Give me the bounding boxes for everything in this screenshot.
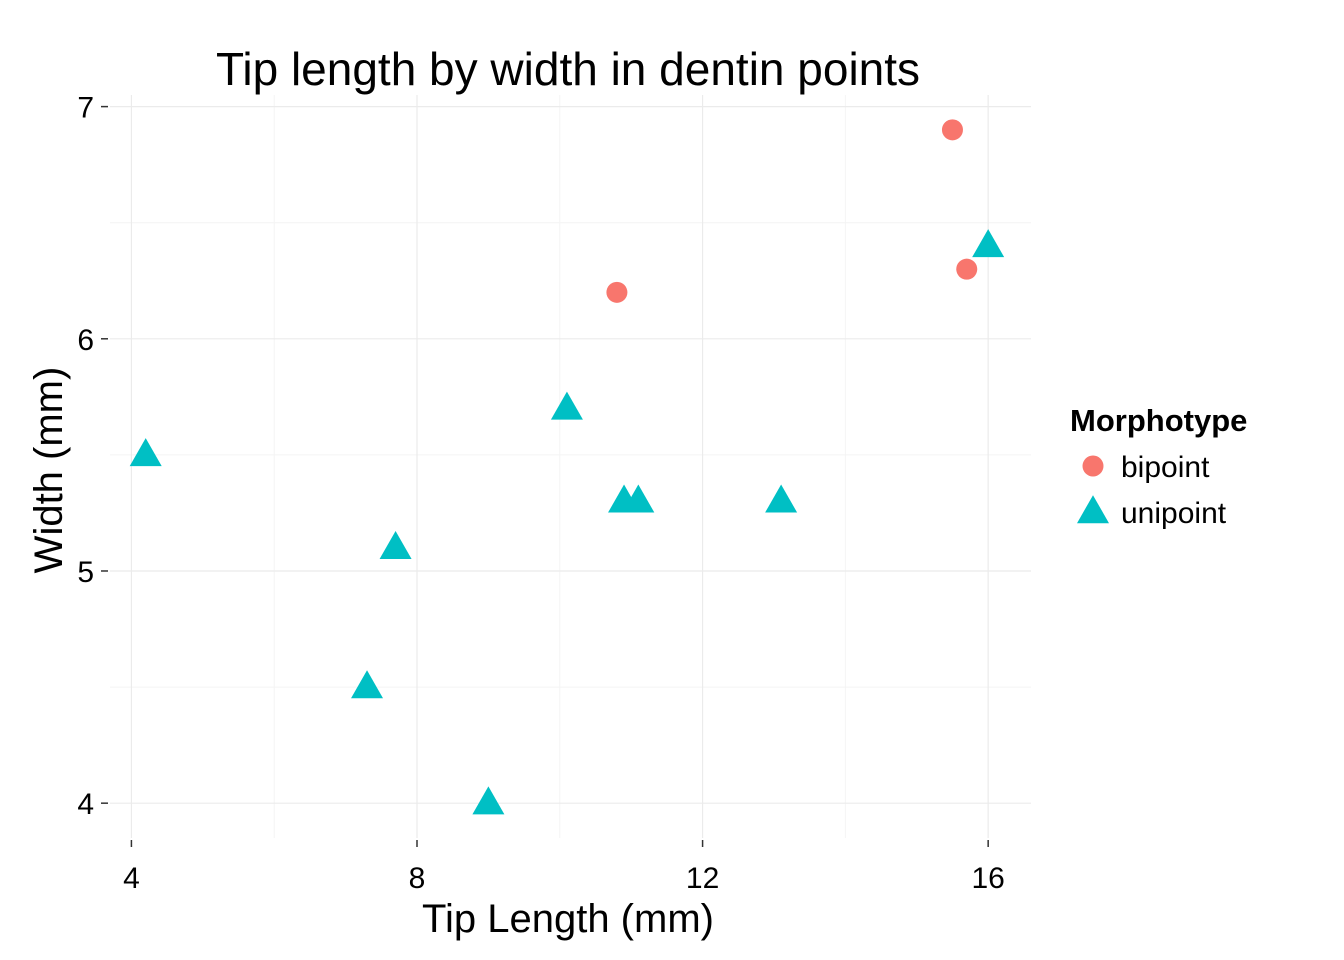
unipoint-point [622, 484, 655, 513]
unipoint-point [972, 229, 1005, 258]
legend-label-unipoint: unipoint [1121, 497, 1227, 530]
unipoint-point [351, 670, 384, 699]
unipoint-point [379, 530, 412, 559]
bipoint-point [606, 281, 628, 303]
legend-label-bipoint: bipoint [1121, 451, 1210, 484]
bipoint-point [941, 119, 963, 141]
legend: Morphotype bipoint unipoint [1070, 403, 1247, 530]
unipoint-point [550, 391, 583, 420]
x-axis-title: Tip Length (mm) [422, 897, 714, 941]
bipoint-point [956, 258, 978, 280]
x-tick-label: 4 [123, 862, 140, 895]
chart-title: Tip length by width in dentin points [216, 43, 920, 95]
x-tick-label: 16 [971, 862, 1004, 895]
y-axis-title: Width (mm) [27, 367, 71, 574]
unipoint-point [765, 484, 798, 513]
y-tick-label: 5 [77, 556, 94, 589]
tick-labels: 4 8 12 16 4 5 6 7 [77, 92, 1005, 895]
axis-ticks [101, 105, 989, 847]
y-tick-label: 7 [77, 92, 94, 125]
bipoint-legend-key [1082, 455, 1104, 477]
x-tick-label: 8 [409, 862, 426, 895]
x-tick-label: 12 [686, 862, 719, 895]
legend-items: bipoint unipoint [1077, 451, 1227, 530]
unipoint-point [129, 438, 162, 467]
y-tick-label: 6 [77, 324, 94, 357]
unipoint-point [472, 786, 505, 815]
y-tick-label: 4 [77, 788, 94, 821]
data-points [129, 119, 1005, 815]
grid-lines [110, 95, 1031, 838]
legend-title: Morphotype [1070, 403, 1247, 438]
unipoint-legend-key [1077, 495, 1109, 524]
